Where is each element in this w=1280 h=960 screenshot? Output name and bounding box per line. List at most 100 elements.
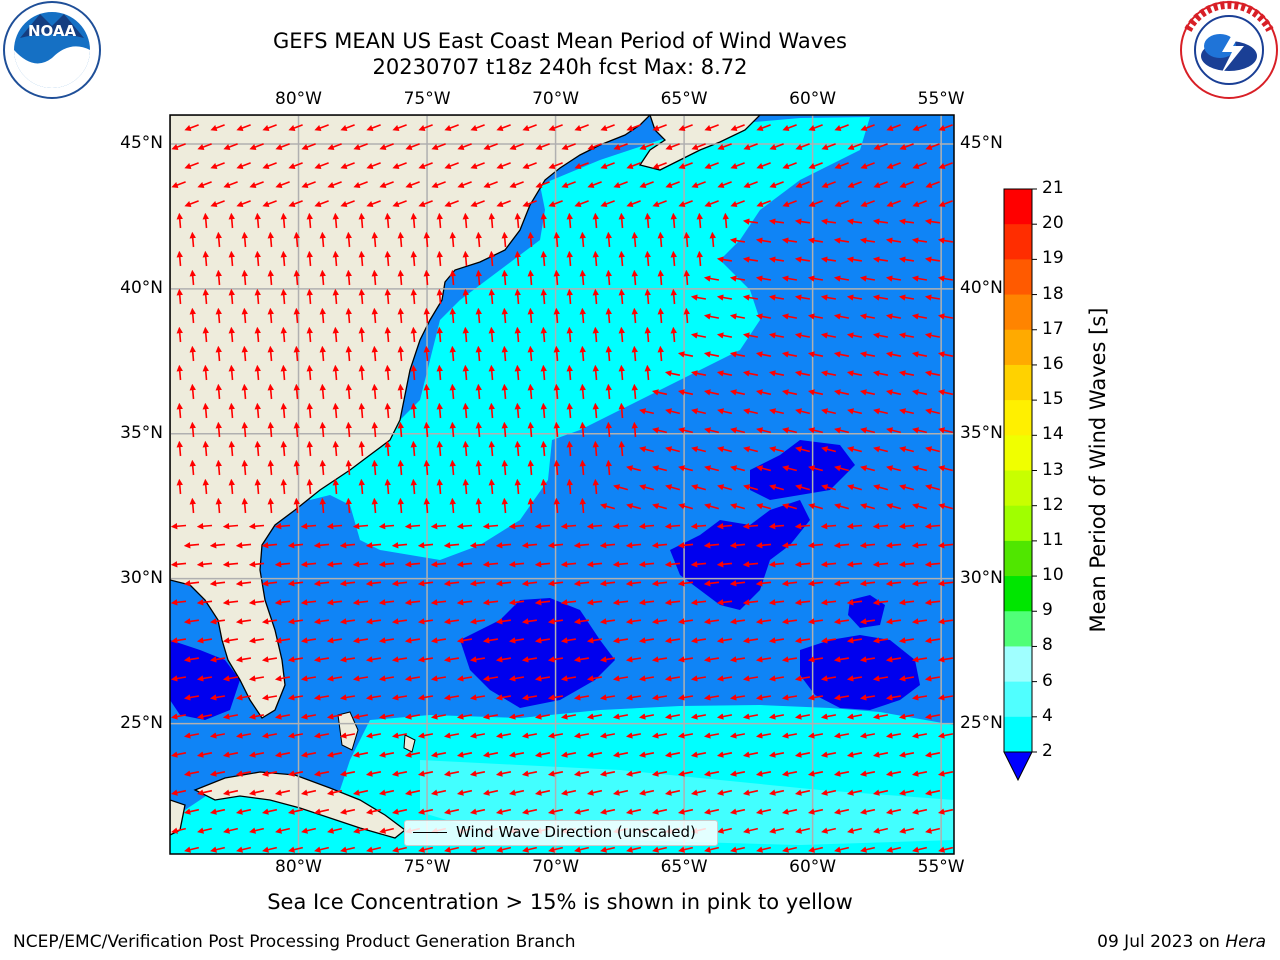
wind-wave-arrow <box>716 751 733 758</box>
wind-wave-arrow <box>527 497 534 514</box>
wind-wave-arrow <box>332 212 339 229</box>
wind-wave-arrow <box>808 427 823 434</box>
wind-wave-arrow <box>717 446 733 453</box>
wind-wave-arrow <box>280 478 287 495</box>
wind-wave-arrow <box>553 345 560 362</box>
wind-wave-arrow <box>769 181 784 188</box>
wind-wave-arrow <box>833 389 850 396</box>
wind-wave-arrow <box>716 789 733 796</box>
wind-wave-arrow <box>176 326 183 343</box>
wind-wave-arrow <box>553 497 560 514</box>
lon-tick-label-top: 70°W <box>532 89 580 109</box>
wind-wave-arrow <box>937 275 954 282</box>
wind-wave-arrow <box>332 478 339 495</box>
wind-wave-arrow <box>184 200 199 207</box>
wind-wave-arrow <box>235 694 252 701</box>
wind-wave-arrow <box>488 250 495 267</box>
wind-wave-arrow <box>808 124 823 131</box>
wind-wave-arrow <box>898 523 915 530</box>
wind-wave-arrow <box>612 523 629 530</box>
wind-wave-arrow <box>716 294 733 301</box>
wind-wave-arrow <box>781 237 798 244</box>
wind-wave-arrow <box>222 561 239 568</box>
wind-wave-arrow <box>249 827 264 834</box>
colorbar-tick-label: 19 <box>1042 248 1064 269</box>
wind-wave-arrow <box>644 364 651 381</box>
wind-wave-arrow <box>378 675 395 682</box>
wind-wave-arrow <box>638 637 655 644</box>
wind-wave-arrow <box>756 200 771 207</box>
wind-wave-arrow <box>579 459 586 476</box>
wind-wave-arrow <box>345 269 352 286</box>
wind-wave-arrow <box>937 580 954 587</box>
wind-wave-arrow <box>612 789 629 796</box>
wind-wave-arrow <box>599 694 616 701</box>
wind-wave-arrow <box>768 370 785 377</box>
wind-wave-arrow <box>508 751 525 758</box>
wind-wave-arrow <box>873 143 888 150</box>
colorbar-bin <box>1004 259 1032 296</box>
wind-wave-arrow <box>482 751 499 758</box>
wind-wave-arrow <box>573 770 590 777</box>
wind-wave-arrow <box>703 732 720 739</box>
wind-wave-arrow <box>638 789 655 796</box>
wind-wave-arrow <box>267 307 274 324</box>
wind-wave-arrow <box>540 364 547 381</box>
wind-wave-arrow <box>742 637 759 644</box>
wind-wave-arrow <box>184 124 199 131</box>
wind-wave-arrow <box>756 162 771 169</box>
wind-wave-arrow <box>670 326 677 343</box>
wind-wave-arrow <box>275 827 290 834</box>
wind-wave-arrow <box>522 200 537 207</box>
wind-wave-arrow <box>768 256 785 263</box>
wind-wave-arrow <box>592 288 599 305</box>
wind-wave-arrow <box>678 846 693 853</box>
wind-wave-arrow <box>332 326 339 343</box>
wind-wave-arrow <box>462 364 469 381</box>
wind-wave-arrow <box>423 307 430 324</box>
wind-wave-arrow <box>332 364 339 381</box>
wind-wave-arrow <box>170 599 187 606</box>
wind-wave-arrow <box>469 732 486 739</box>
wind-wave-arrow <box>469 656 486 663</box>
wind-wave-arrow <box>898 332 915 339</box>
wind-wave-arrow <box>313 618 330 625</box>
wind-wave-arrow <box>639 181 654 188</box>
wind-wave-arrow <box>794 332 811 339</box>
wind-wave-arrow <box>755 351 772 358</box>
wind-wave-arrow <box>423 231 430 248</box>
wind-wave-arrow <box>261 808 278 815</box>
wind-wave-arrow <box>521 808 538 815</box>
wind-wave-arrow <box>534 599 551 606</box>
wind-wave-arrow <box>885 580 902 587</box>
wind-wave-arrow <box>560 751 577 758</box>
wind-wave-arrow <box>756 846 771 853</box>
wind-wave-arrow <box>215 421 222 438</box>
wind-wave-arrow <box>664 599 681 606</box>
wind-wave-arrow <box>704 846 719 853</box>
wind-wave-arrow <box>241 421 248 438</box>
wind-wave-arrow <box>911 351 928 358</box>
wind-wave-arrow <box>527 421 534 438</box>
wind-wave-arrow <box>651 732 668 739</box>
wind-wave-arrow <box>807 351 824 358</box>
wind-wave-arrow <box>664 637 681 644</box>
wind-wave-arrow <box>553 421 560 438</box>
wind-wave-arrow <box>475 231 482 248</box>
wind-wave-arrow <box>808 162 823 169</box>
wind-wave-arrow <box>469 618 486 625</box>
wind-wave-arrow <box>716 332 733 339</box>
wind-wave-arrow <box>937 656 954 663</box>
wind-wave-arrow <box>625 656 642 663</box>
wind-wave-arrow <box>938 503 954 510</box>
wind-wave-arrow <box>925 484 941 491</box>
wind-wave-arrow <box>846 751 863 758</box>
wind-wave-arrow <box>847 181 862 188</box>
lon-tick-label-top: 60°W <box>789 89 837 109</box>
wind-wave-arrow <box>690 370 707 377</box>
wind-wave-arrow <box>534 789 551 796</box>
wind-wave-arrow <box>807 656 824 663</box>
wind-wave-arrow <box>742 713 759 720</box>
wind-wave-arrow <box>769 446 785 453</box>
wind-wave-arrow <box>236 200 251 207</box>
